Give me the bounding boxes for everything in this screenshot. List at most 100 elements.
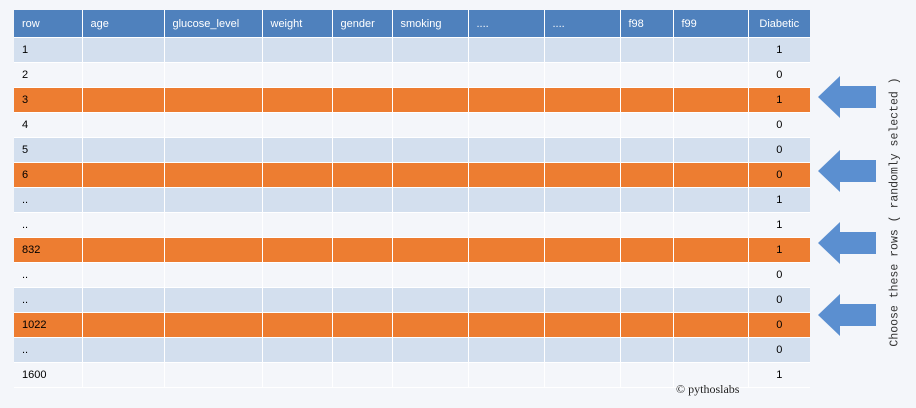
empty-cell	[468, 363, 544, 388]
empty-cell	[673, 88, 748, 113]
empty-cell	[262, 338, 332, 363]
empty-cell	[468, 188, 544, 213]
diabetic-cell: 0	[748, 263, 810, 288]
diabetic-cell: 1	[748, 188, 810, 213]
empty-cell	[620, 288, 673, 313]
empty-cell	[82, 363, 164, 388]
empty-cell	[544, 138, 620, 163]
row-id-cell: 832	[14, 238, 82, 263]
row-id-cell: ..	[14, 338, 82, 363]
empty-cell	[468, 213, 544, 238]
empty-cell	[392, 188, 468, 213]
arrow-row-6	[818, 150, 878, 197]
empty-cell	[82, 238, 164, 263]
header-f99-col: f99	[673, 10, 748, 38]
empty-cell	[392, 263, 468, 288]
diabetic-cell: 0	[748, 63, 810, 88]
diabetic-cell: 0	[748, 113, 810, 138]
left-arrow-icon	[818, 222, 878, 264]
row-id-cell: 1600	[14, 363, 82, 388]
left-arrow-icon	[818, 294, 878, 336]
empty-cell	[544, 288, 620, 313]
empty-cell	[392, 163, 468, 188]
empty-cell	[332, 263, 392, 288]
diabetic-cell: 1	[748, 213, 810, 238]
empty-cell	[164, 138, 262, 163]
empty-cell	[673, 188, 748, 213]
empty-cell	[468, 238, 544, 263]
empty-cell	[332, 238, 392, 263]
copyright-text: © pythoslabs	[676, 382, 739, 397]
empty-cell	[164, 63, 262, 88]
empty-cell	[620, 88, 673, 113]
empty-cell	[673, 113, 748, 138]
empty-cell	[82, 163, 164, 188]
empty-cell	[673, 238, 748, 263]
empty-cell	[673, 263, 748, 288]
empty-cell	[262, 138, 332, 163]
table-row-selected: 832 1	[14, 238, 810, 263]
empty-cell	[332, 63, 392, 88]
empty-cell	[544, 238, 620, 263]
empty-cell	[392, 313, 468, 338]
header-weight-col: weight	[262, 10, 332, 38]
empty-cell	[164, 113, 262, 138]
empty-cell	[332, 163, 392, 188]
empty-cell	[82, 63, 164, 88]
empty-cell	[164, 363, 262, 388]
empty-cell	[392, 288, 468, 313]
row-id-cell: 1	[14, 38, 82, 63]
header-ellipsis-col: ....	[544, 10, 620, 38]
empty-cell	[544, 163, 620, 188]
empty-cell	[82, 188, 164, 213]
arrow-row-3	[818, 76, 878, 123]
empty-cell	[164, 238, 262, 263]
empty-cell	[620, 313, 673, 338]
empty-cell	[262, 213, 332, 238]
empty-cell	[468, 313, 544, 338]
empty-cell	[620, 138, 673, 163]
empty-cell	[262, 263, 332, 288]
empty-cell	[620, 213, 673, 238]
empty-cell	[164, 313, 262, 338]
empty-cell	[332, 38, 392, 63]
empty-cell	[392, 238, 468, 263]
empty-cell	[620, 38, 673, 63]
row-id-cell: 4	[14, 113, 82, 138]
empty-cell	[82, 138, 164, 163]
empty-cell	[620, 238, 673, 263]
arrow-row-832	[818, 222, 878, 269]
empty-cell	[82, 263, 164, 288]
empty-cell	[392, 338, 468, 363]
header-row-col: row	[14, 10, 82, 38]
diabetic-cell: 0	[748, 163, 810, 188]
header-age-col: age	[82, 10, 164, 38]
empty-cell	[620, 113, 673, 138]
empty-cell	[468, 38, 544, 63]
empty-cell	[332, 363, 392, 388]
empty-cell	[164, 188, 262, 213]
empty-cell	[262, 113, 332, 138]
row-id-cell: 3	[14, 88, 82, 113]
empty-cell	[262, 313, 332, 338]
empty-cell	[262, 188, 332, 213]
empty-cell	[544, 213, 620, 238]
empty-cell	[392, 213, 468, 238]
empty-cell	[620, 188, 673, 213]
empty-cell	[332, 288, 392, 313]
empty-cell	[544, 263, 620, 288]
diabetic-cell: 0	[748, 338, 810, 363]
empty-cell	[468, 88, 544, 113]
diabetic-cell: 1	[748, 238, 810, 263]
diabetic-cell: 0	[748, 138, 810, 163]
diabetic-cell: 0	[748, 288, 810, 313]
empty-cell	[82, 213, 164, 238]
empty-cell	[620, 263, 673, 288]
row-id-cell: ..	[14, 188, 82, 213]
empty-cell	[468, 113, 544, 138]
header-ellipsis-col: ....	[468, 10, 544, 38]
empty-cell	[544, 63, 620, 88]
